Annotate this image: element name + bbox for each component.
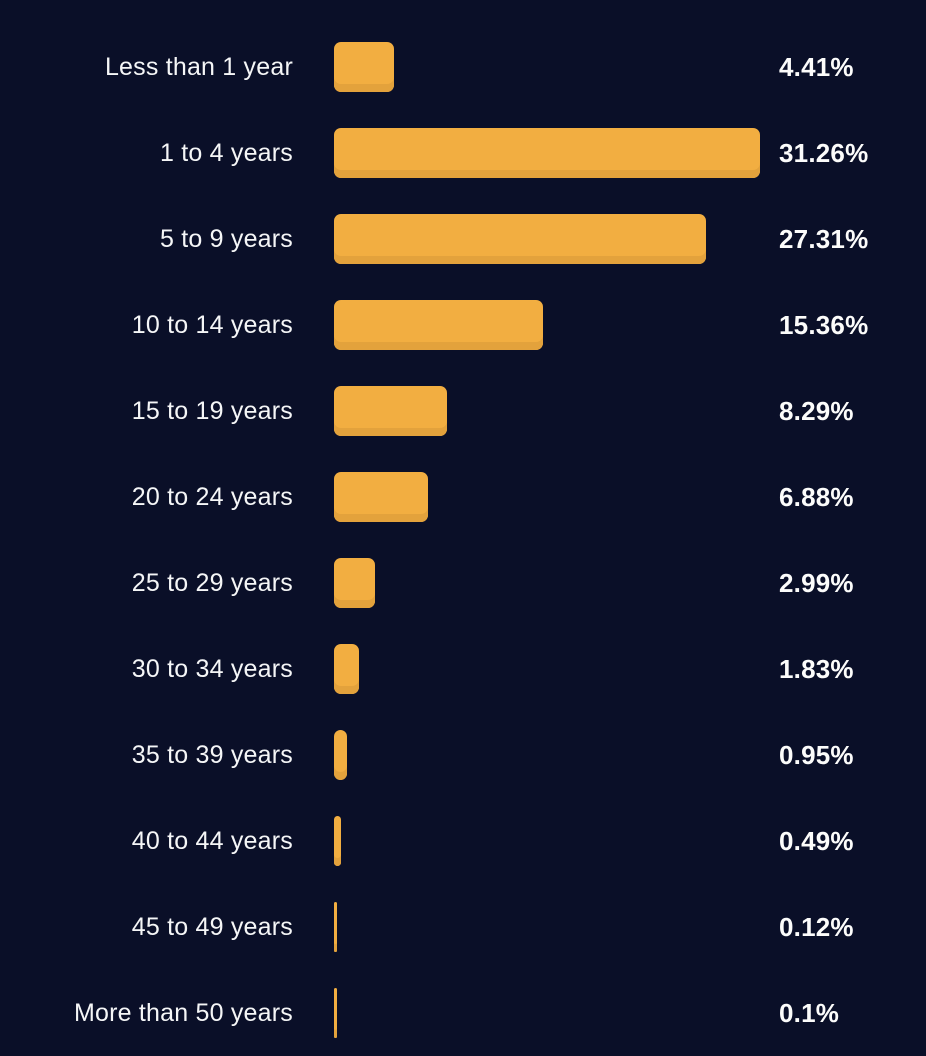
bar [334,300,544,350]
value-label: 0.12% [779,911,854,942]
category-label: 15 to 19 years [131,396,293,425]
bar [334,386,447,436]
category-label: 20 to 24 years [131,482,293,511]
bar [334,644,359,694]
chart-row: 15 to 19 years 8.29% [0,368,926,454]
bar [334,558,375,608]
bar [334,214,707,264]
bar-track [334,214,760,264]
bar-track [334,300,760,350]
chart-row: 20 to 24 years 6.88% [0,454,926,540]
value-label: 4.41% [779,51,854,82]
category-label: 35 to 39 years [131,740,293,769]
category-label: Less than 1 year [104,52,293,81]
bar-track [334,386,760,436]
bar-track [334,988,760,1038]
category-label: 10 to 14 years [131,310,293,339]
bar-track [334,472,760,522]
chart-row: 40 to 44 years 0.49% [0,798,926,884]
category-label: 40 to 44 years [131,826,293,855]
value-label: 27.31% [779,223,869,254]
bar-track [334,902,760,952]
chart-row: More than 50 years 0.1% [0,970,926,1056]
chart-row: 30 to 34 years 1.83% [0,626,926,712]
value-label: 15.36% [779,309,869,340]
category-label: 25 to 29 years [131,568,293,597]
category-label: 5 to 9 years [159,224,293,253]
chart-row: 10 to 14 years 15.36% [0,282,926,368]
chart-row: 45 to 49 years 0.12% [0,884,926,970]
value-label: 31.26% [779,137,869,168]
category-label: 30 to 34 years [131,654,293,683]
bar [334,902,337,952]
chart-row: Less than 1 year 4.41% [0,24,926,110]
value-label: 0.95% [779,739,854,770]
chart-row: 35 to 39 years 0.95% [0,712,926,798]
bar [334,472,428,522]
value-label: 2.99% [779,567,854,598]
bar [334,730,347,780]
chart-row: 5 to 9 years 27.31% [0,196,926,282]
category-label: 45 to 49 years [131,912,293,941]
value-label: 1.83% [779,653,854,684]
value-label: 0.49% [779,825,854,856]
category-label: 1 to 4 years [159,138,293,167]
chart-row: 25 to 29 years 2.99% [0,540,926,626]
bar-track [334,558,760,608]
bar-track [334,816,760,866]
bar [334,128,760,178]
bar-track [334,730,760,780]
value-label: 0.1% [779,997,840,1028]
bar [334,988,337,1038]
value-label: 8.29% [779,395,854,426]
chart-row: 1 to 4 years 31.26% [0,110,926,196]
value-label: 6.88% [779,481,854,512]
bar [334,816,341,866]
category-label: More than 50 years [74,998,293,1027]
bar-track [334,128,760,178]
bar-track [334,42,760,92]
bar-track [334,644,760,694]
bar [334,42,395,92]
